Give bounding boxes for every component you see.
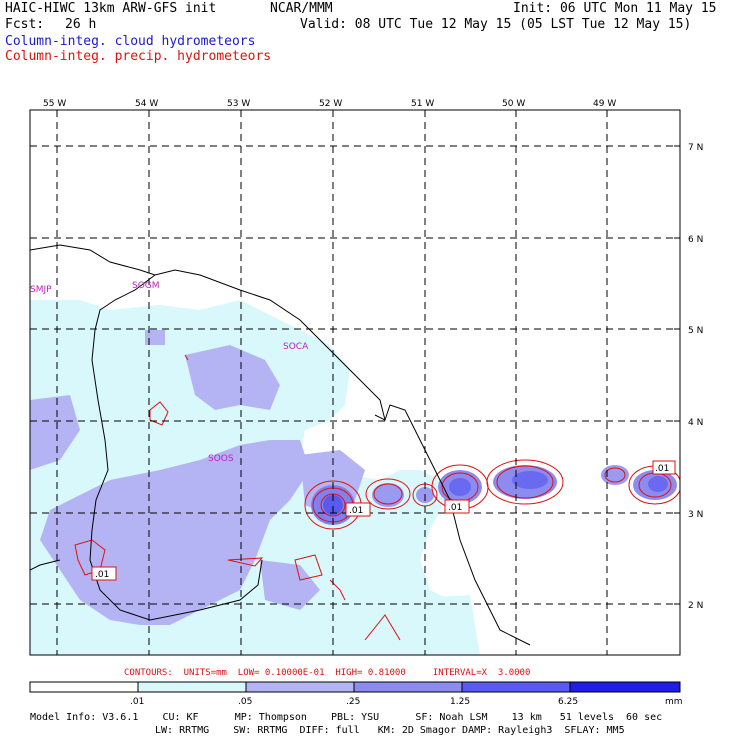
lat-label: 3 N: [688, 510, 703, 520]
axis-ticks: [56, 110, 680, 605]
valid-time: Valid: 08 UTC Tue 12 May 15 (05 LST Tue …: [300, 17, 692, 32]
colorbar-units: mm: [665, 697, 683, 707]
lon-labels: 55 W 54 W 53 W 52 W 51 W 50 W 49 W: [43, 99, 616, 109]
lon-label: 54 W: [135, 99, 158, 109]
map-frame: [29, 109, 681, 656]
contour-label: .01: [95, 570, 109, 580]
lon-label: 51 W: [411, 99, 434, 109]
lon-label: 52 W: [319, 99, 342, 109]
field-precip-label: Column-integ. precip. hydrometeors: [5, 49, 272, 64]
colorbar: .01 .05 .25 1.25 6.25 mm: [29, 681, 683, 707]
lat-label: 7 N: [688, 143, 703, 153]
station-label: SOOS: [208, 454, 234, 464]
contour-labels: .01 .01 .01 .01: [91, 460, 676, 581]
lat-label: 4 N: [688, 418, 703, 428]
lon-label: 49 W: [593, 99, 616, 109]
init-time: Init: 06 UTC Mon 11 May 15: [513, 1, 717, 16]
contour-label: .01: [448, 503, 462, 513]
lon-label: 55 W: [43, 99, 66, 109]
lon-label: 53 W: [227, 99, 250, 109]
colorbar-tick: .01: [130, 697, 144, 707]
field-cloud-label: Column-integ. cloud hydrometeors: [5, 34, 256, 49]
org-label: NCAR/MMM: [270, 1, 333, 16]
lat-label: 6 N: [688, 235, 703, 245]
lat-lon-grid: [30, 110, 680, 655]
colorbar-tick: 6.25: [558, 697, 578, 707]
station-label: SOCA: [283, 342, 309, 352]
lat-label: 2 N: [688, 601, 703, 611]
contour-label: .01: [655, 464, 669, 474]
colorbar-tick: .05: [238, 697, 252, 707]
model-info-line2: LW: RRTMG SW: RRTMG DIFF: full KM: 2D Sm…: [155, 725, 625, 736]
plot-title: HAIC-HIWC 13km ARW-GFS init: [5, 1, 217, 16]
fcst-value: 26 h: [65, 17, 97, 32]
lat-label: 5 N: [688, 326, 703, 336]
station-label: SMJP: [30, 285, 52, 295]
lon-label: 50 W: [502, 99, 525, 109]
station-label: SOGM: [132, 281, 160, 291]
colorbar-tick: 1.25: [450, 697, 470, 707]
contour-label: .01: [349, 506, 363, 516]
lat-labels: 7 N 6 N 5 N 4 N 3 N 2 N: [688, 143, 703, 611]
contours-info: CONTOURS: UNITS=mm LOW= 0.10000E-01 HIGH…: [124, 668, 531, 678]
colorbar-tick: .25: [346, 697, 360, 707]
model-info-line1: Model Info: V3.6.1 CU: KF MP: Thompson P…: [30, 712, 663, 723]
fcst-label: Fcst:: [5, 17, 45, 32]
station-labels: SMJP SOGM SOCA SOOS: [30, 281, 309, 464]
